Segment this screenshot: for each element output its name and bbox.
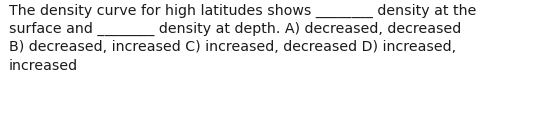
Text: The density curve for high latitudes shows ________ density at the
surface and _: The density curve for high latitudes sho… bbox=[9, 4, 477, 73]
